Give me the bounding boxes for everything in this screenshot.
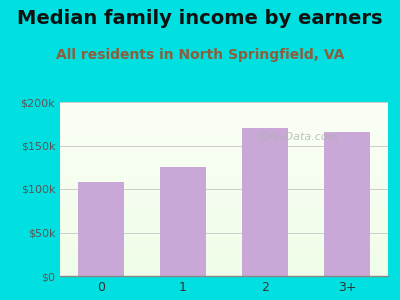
Text: All residents in North Springfield, VA: All residents in North Springfield, VA [56,48,344,62]
Bar [78,182,124,276]
Text: ○: ○ [256,130,267,143]
Text: City-Data.com: City-Data.com [260,132,339,142]
Bar [242,128,288,276]
Text: Median family income by earners: Median family income by earners [17,9,383,28]
Bar [160,167,206,276]
Bar [324,133,370,276]
